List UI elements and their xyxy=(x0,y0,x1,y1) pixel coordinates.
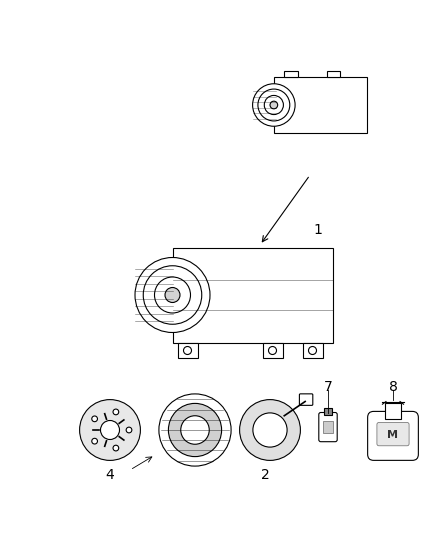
FancyBboxPatch shape xyxy=(385,403,401,419)
FancyBboxPatch shape xyxy=(284,70,298,77)
Circle shape xyxy=(143,266,202,324)
Circle shape xyxy=(80,400,141,461)
Circle shape xyxy=(159,394,231,466)
Circle shape xyxy=(268,346,276,354)
Circle shape xyxy=(113,409,119,415)
Circle shape xyxy=(253,84,295,126)
Circle shape xyxy=(264,95,283,115)
Text: 8: 8 xyxy=(389,380,397,394)
Circle shape xyxy=(181,416,209,444)
FancyBboxPatch shape xyxy=(377,423,409,446)
Circle shape xyxy=(308,346,317,354)
Circle shape xyxy=(92,416,98,422)
Circle shape xyxy=(100,421,120,440)
Circle shape xyxy=(240,400,300,461)
FancyBboxPatch shape xyxy=(325,408,332,415)
FancyBboxPatch shape xyxy=(173,247,332,343)
Circle shape xyxy=(92,438,98,444)
FancyBboxPatch shape xyxy=(319,413,337,442)
FancyBboxPatch shape xyxy=(274,77,367,133)
Circle shape xyxy=(126,427,132,433)
Circle shape xyxy=(165,287,180,303)
FancyBboxPatch shape xyxy=(300,394,313,406)
Bar xyxy=(323,421,333,433)
Text: M: M xyxy=(388,430,399,440)
Circle shape xyxy=(168,403,222,457)
Circle shape xyxy=(270,101,278,109)
Circle shape xyxy=(113,445,119,451)
FancyBboxPatch shape xyxy=(177,343,198,358)
FancyBboxPatch shape xyxy=(327,70,340,77)
Text: 7: 7 xyxy=(324,380,332,394)
Text: 1: 1 xyxy=(313,223,322,237)
Circle shape xyxy=(184,346,191,354)
Text: 4: 4 xyxy=(106,468,114,482)
Circle shape xyxy=(253,413,287,447)
Circle shape xyxy=(155,277,191,313)
FancyBboxPatch shape xyxy=(262,343,283,358)
Circle shape xyxy=(135,257,210,333)
Text: 2: 2 xyxy=(261,468,269,482)
Circle shape xyxy=(258,89,290,121)
FancyBboxPatch shape xyxy=(367,411,418,461)
FancyBboxPatch shape xyxy=(303,343,322,358)
